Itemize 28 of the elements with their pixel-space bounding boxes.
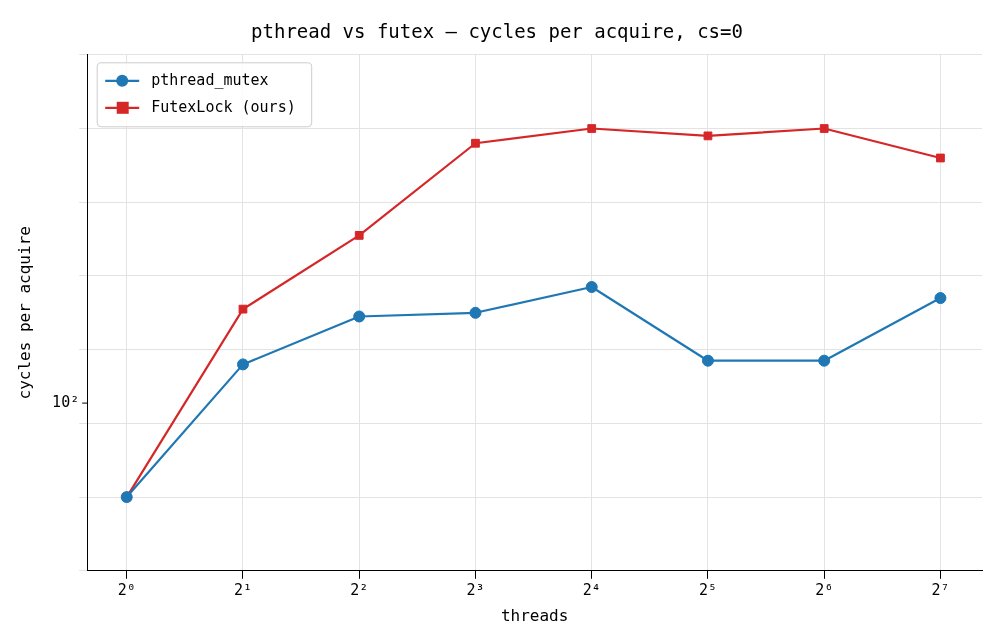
point [354,231,364,240]
x-tick-label: 2⁷ [931,580,950,599]
point [936,153,945,163]
point [585,281,598,293]
x-tick-label: 2⁴ [582,580,601,599]
x-tick-label: 2¹ [233,580,253,599]
x-tick-label: 2³ [466,580,485,599]
point [818,354,831,367]
point [819,124,829,133]
y-axis-title: cycles per acquire [14,226,34,400]
point [701,354,714,367]
point [703,131,713,141]
point [471,138,480,148]
legend-label: FutexLock (ours) [151,97,296,116]
point [587,124,597,133]
x-tick-label: 2⁶ [815,580,834,599]
x-tick-label: 2⁵ [698,580,717,599]
point [934,292,947,305]
x-tick-label: 2² [350,580,369,599]
x-tick-label: 2⁰ [117,580,136,599]
point [353,310,366,323]
text: 10² [52,392,80,411]
point [236,358,249,371]
chart-title: pthread vs futex — cycles per acquire, cs=0 [251,20,743,43]
point [469,306,482,319]
x-axis-title: threads [500,605,569,625]
legend-label: pthread_mutex [151,70,269,89]
point [238,304,248,314]
